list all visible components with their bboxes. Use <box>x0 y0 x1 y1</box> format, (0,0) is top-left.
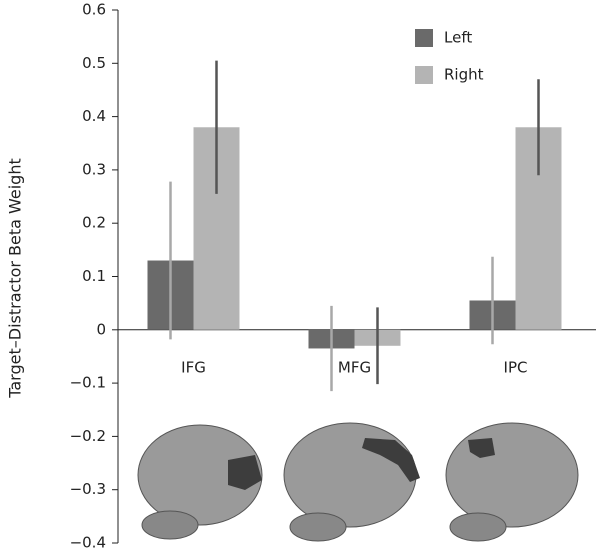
y-tick-label: 0.5 <box>82 54 106 72</box>
y-tick-label: 0.1 <box>82 267 106 285</box>
brain-mfg <box>283 422 420 542</box>
x-tick-label: IPC <box>504 359 528 377</box>
legend-swatch <box>415 66 433 84</box>
y-axis-label: Target–Distractor Beta Weight <box>6 158 25 399</box>
x-tick-label: MFG <box>338 359 371 377</box>
region <box>468 438 495 458</box>
legend-swatch <box>415 29 433 47</box>
legend-label: Right <box>444 66 484 84</box>
y-tick-label: 0.4 <box>82 107 106 125</box>
y-tick-label: 0.6 <box>82 1 106 19</box>
y-tick-label: −0.1 <box>70 374 106 392</box>
brain <box>137 424 263 526</box>
brain-ipc <box>445 422 579 542</box>
y-tick-label: 0 <box>96 320 106 338</box>
y-tick-label: −0.4 <box>70 534 106 552</box>
cerebellum <box>449 512 507 542</box>
brain <box>283 422 417 528</box>
brain-ifg <box>137 424 263 540</box>
y-tick-label: −0.3 <box>70 480 106 498</box>
brain <box>445 422 579 528</box>
cerebellum <box>289 512 347 542</box>
region <box>228 455 262 490</box>
legend-label: Left <box>444 29 472 47</box>
region <box>362 438 420 482</box>
y-tick-label: 0.3 <box>82 160 106 178</box>
y-tick-label: −0.2 <box>70 427 106 445</box>
brain-images <box>137 422 579 542</box>
y-tick-label: 0.2 <box>82 214 106 232</box>
x-tick-label: IFG <box>181 359 206 377</box>
cerebellum <box>141 510 199 540</box>
